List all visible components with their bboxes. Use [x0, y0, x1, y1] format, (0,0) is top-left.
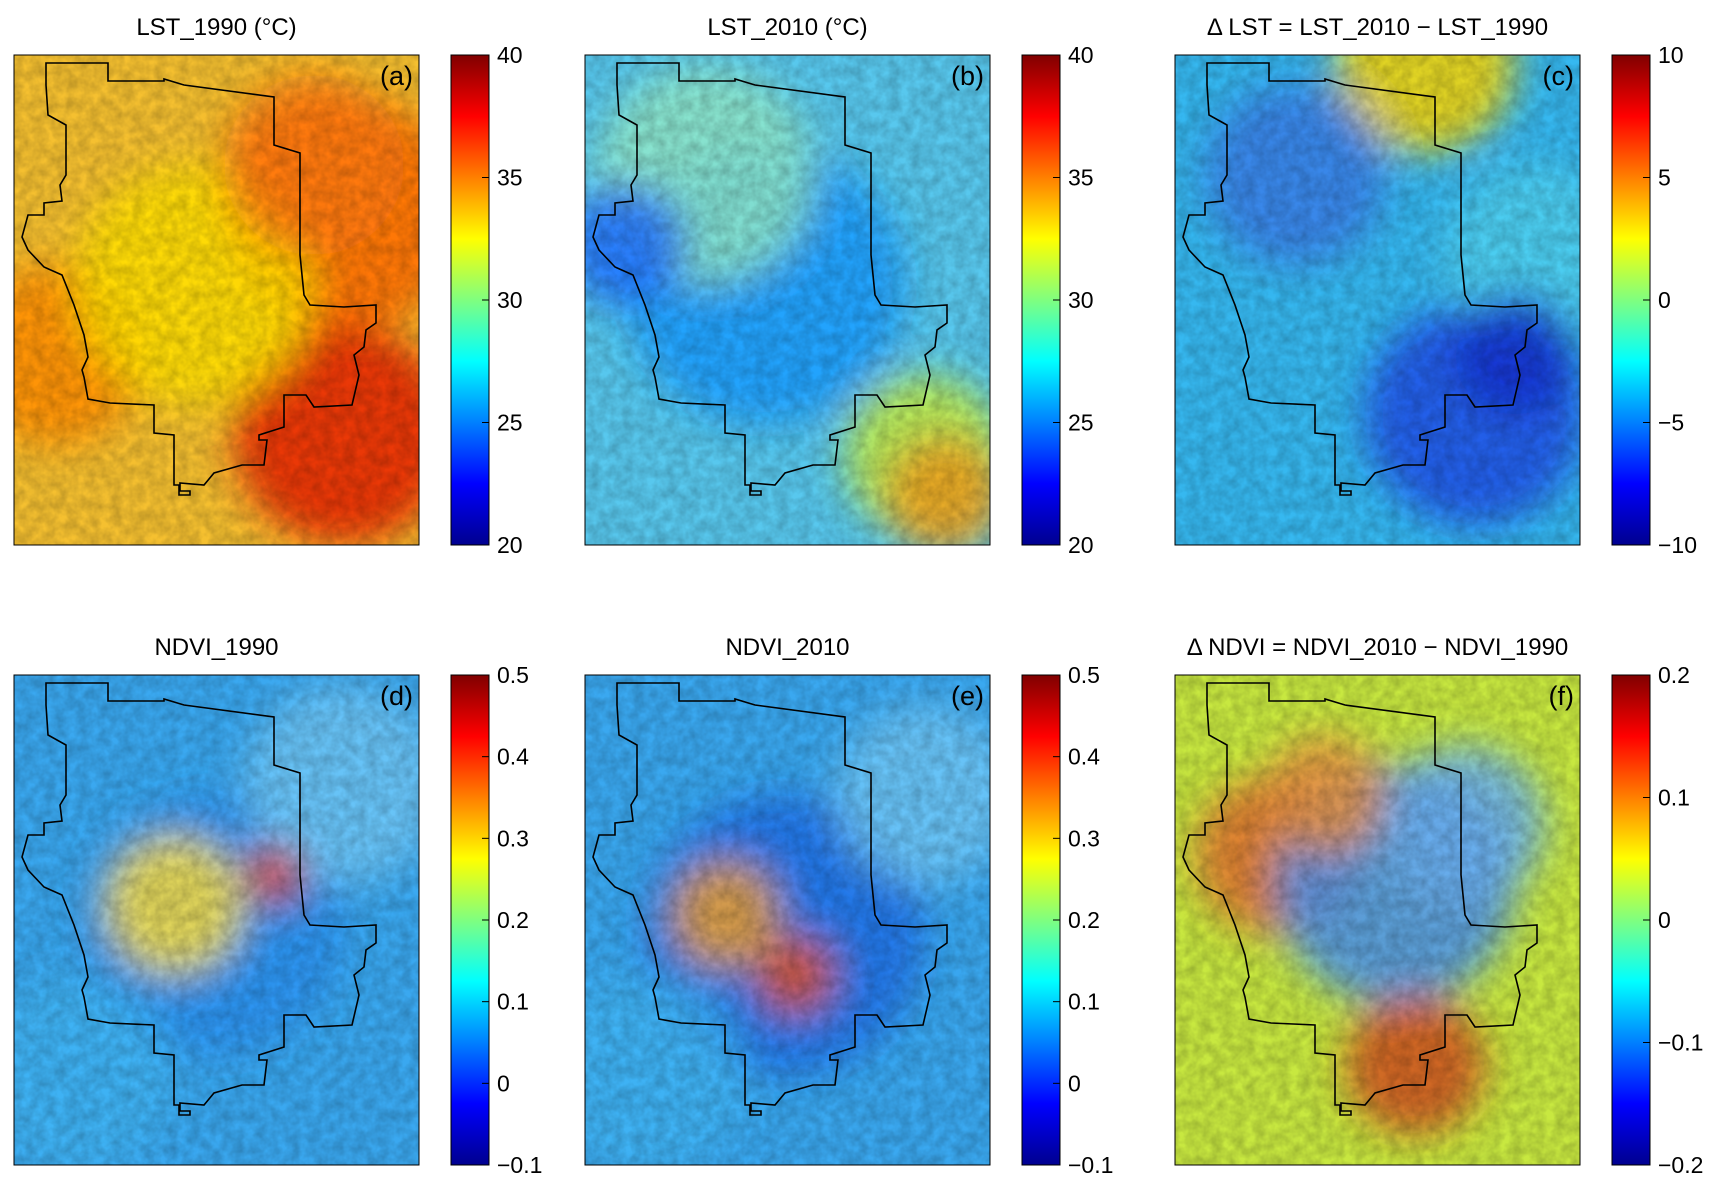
colorbar-tick-label: 0.5	[1068, 662, 1100, 688]
colorbar-tick-label: 0.1	[497, 989, 529, 1015]
panel-a: LST_1990 (°C) (a) 40 35 30 25 20	[13, 14, 523, 558]
map-image	[14, 675, 419, 1165]
colorbar-tick-label: 0	[1068, 1070, 1081, 1096]
panel-title: Δ NDVI = NDVI_2010 − NDVI_1990	[1187, 634, 1569, 661]
colorbar-tick-label: 0.5	[497, 662, 529, 688]
colorbar-tick-label: 25	[497, 410, 523, 436]
map-frame	[13, 54, 420, 546]
colorbar-tick-label: 0.4	[497, 744, 529, 770]
colorbar-tick-label: 35	[497, 165, 523, 191]
city-boundary	[1182, 62, 1538, 496]
city-boundary	[21, 62, 377, 496]
colorbar-tick-label: 0.1	[1658, 785, 1690, 811]
city-boundary	[21, 682, 377, 1116]
colorbar-tick-label: 40	[1068, 42, 1094, 68]
colorbar-tick-label: −0.1	[497, 1152, 542, 1178]
colorbar-tick-label: 40	[497, 42, 523, 68]
panel-letter: (e)	[951, 681, 984, 711]
colorbar-tick-label: 25	[1068, 410, 1094, 436]
panel-title: NDVI_2010	[725, 634, 849, 661]
colorbar-tick-label: 30	[1068, 287, 1094, 313]
city-boundary	[592, 682, 948, 1116]
map-frame	[584, 674, 991, 1166]
colorbar-tick-label: 0.1	[1068, 989, 1100, 1015]
map-frame	[13, 674, 420, 1166]
map-frame	[1174, 54, 1581, 546]
colorbar-tick-label: 0.2	[1658, 662, 1690, 688]
colorbar-tick-label: −0.1	[1658, 1030, 1703, 1056]
colorbar-tick-label: −0.2	[1658, 1152, 1703, 1178]
map-image	[585, 55, 990, 545]
colorbar-tick-label: 0.3	[1068, 825, 1100, 851]
colorbar-tick-label: −10	[1658, 532, 1697, 558]
panel-e: NDVI_2010 (e) 0.5 0.4 0.3 0.2 0.1 0 −0.1	[584, 634, 1113, 1178]
colorbar-tick-label: 0	[497, 1070, 510, 1096]
colorbar-tick-label: 30	[497, 287, 523, 313]
map-frame	[584, 54, 991, 546]
city-boundary	[592, 62, 948, 496]
colorbar-tick-label: −0.1	[1068, 1152, 1113, 1178]
panel-f: Δ NDVI = NDVI_2010 − NDVI_1990 (f) 0.2 0.1 0…	[1174, 634, 1703, 1178]
panel-letter: (a)	[380, 61, 413, 91]
map-frame	[1174, 674, 1581, 1166]
map-image	[1175, 55, 1580, 545]
panel-title: Δ LST = LST_2010 − LST_1990	[1207, 14, 1548, 41]
panel-title: LST_2010 (°C)	[707, 14, 867, 41]
panel-b: LST_2010 (°C) (b) 40 35 30 25 20	[584, 14, 1094, 558]
colorbar-tick-label: 35	[1068, 165, 1094, 191]
panel-d: NDVI_1990 (d) 0.5 0.4 0.3 0.2 0.1 0 −0.1	[13, 634, 542, 1178]
colorbar-tick-label: 0.2	[497, 907, 529, 933]
map-image	[14, 55, 419, 545]
colorbar-tick-label: 5	[1658, 165, 1671, 191]
panel-letter: (c)	[1543, 61, 1574, 91]
map-image	[1175, 675, 1580, 1165]
panel-letter: (d)	[380, 681, 413, 711]
colorbar-tick-label: −5	[1658, 410, 1684, 436]
colorbar-tick-label: 0.2	[1068, 907, 1100, 933]
panel-title: LST_1990 (°C)	[136, 14, 296, 41]
colorbar-tick-label: 0	[1658, 287, 1671, 313]
colorbar-tick-label: 20	[1068, 532, 1094, 558]
colorbar-tick-label: 0.3	[497, 825, 529, 851]
colorbar-tick-label: 20	[497, 532, 523, 558]
panel-letter: (f)	[1549, 681, 1574, 711]
panel-c: Δ LST = LST_2010 − LST_1990 (c) 10 5 0 −5 −10	[1174, 14, 1697, 558]
colorbar-tick-label: 10	[1658, 42, 1684, 68]
map-image	[585, 675, 990, 1165]
colorbar-tick-label: 0.4	[1068, 744, 1100, 770]
colorbar-tick-label: 0	[1658, 907, 1671, 933]
city-boundary	[1182, 682, 1538, 1116]
panel-title: NDVI_1990	[154, 634, 278, 661]
panel-letter: (b)	[951, 61, 984, 91]
